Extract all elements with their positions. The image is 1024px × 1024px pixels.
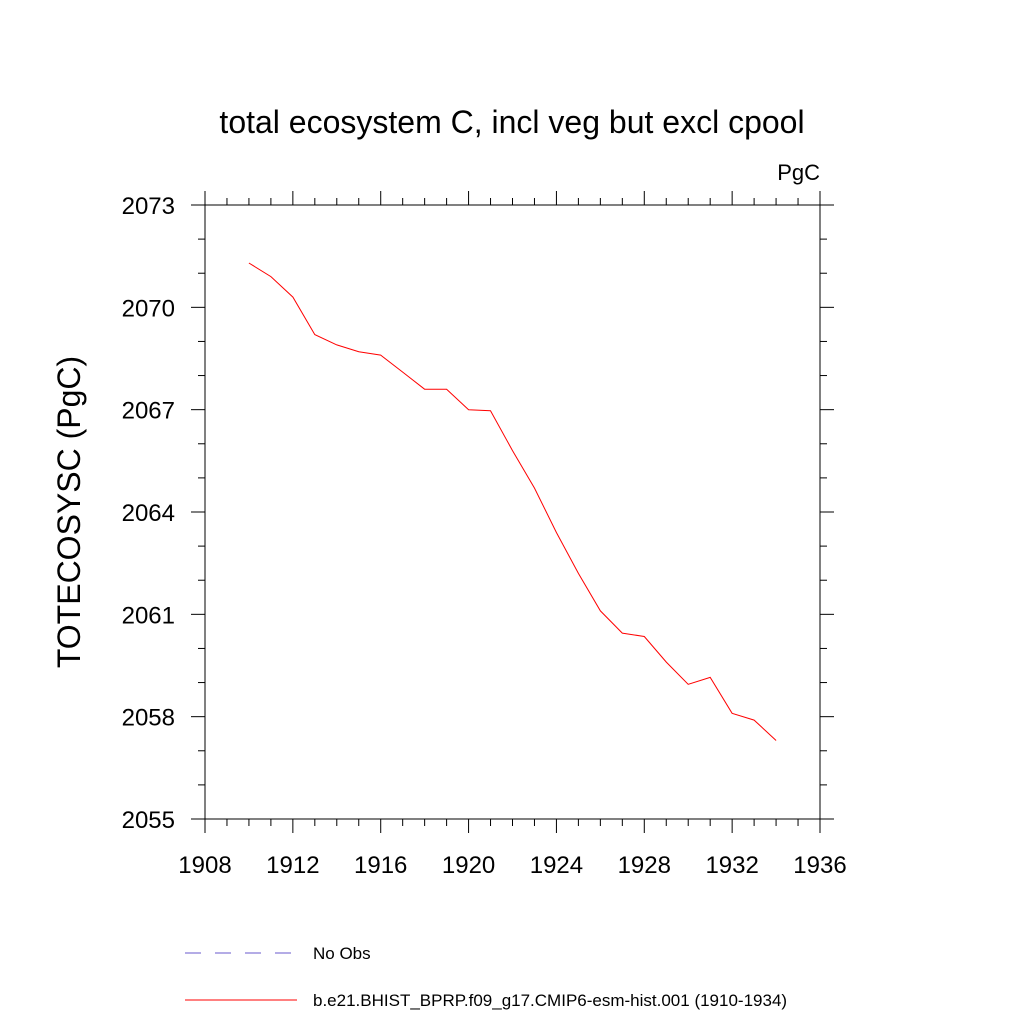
legend-label: No Obs — [313, 944, 371, 963]
y-tick-label: 2070 — [122, 295, 175, 322]
plot-frame — [204, 204, 821, 820]
y-axis-label: TOTECOSYSC (PgC) — [51, 356, 87, 668]
y-tick-label: 2067 — [122, 398, 175, 425]
x-tick-label: 1932 — [705, 852, 758, 879]
series-line — [248, 262, 777, 741]
y-tick-label: 2055 — [122, 807, 175, 834]
x-tick-label: 1928 — [618, 852, 671, 879]
x-tick-label: 1936 — [793, 852, 846, 879]
units-label: PgC — [777, 160, 820, 185]
y-tick-label: 2061 — [122, 602, 175, 629]
x-tick-label: 1916 — [354, 852, 407, 879]
y-tick-label: 2058 — [122, 705, 175, 732]
legend: No Obs b.e21.BHIST_BPRP.f09_g17.CMIP6-esm… — [185, 944, 787, 1010]
legend-label: b.e21.BHIST_BPRP.f09_g17.CMIP6-esm-hist.… — [313, 991, 787, 1010]
y-tick-label: 2073 — [122, 193, 175, 220]
series-lines — [248, 262, 777, 741]
x-tick-label: 1920 — [442, 852, 495, 879]
axis-ticks — [191, 191, 834, 833]
chart-title: total ecosystem C, incl veg but excl cpo… — [219, 104, 804, 140]
tick-labels: 1908 1912 1916 1920 1924 1928 1932 1936 2055 2058… — [122, 193, 847, 879]
x-tick-label: 1924 — [530, 852, 583, 879]
x-tick-label: 1912 — [266, 852, 319, 879]
x-tick-label: 1908 — [178, 852, 231, 879]
y-tick-label: 2064 — [122, 500, 175, 527]
